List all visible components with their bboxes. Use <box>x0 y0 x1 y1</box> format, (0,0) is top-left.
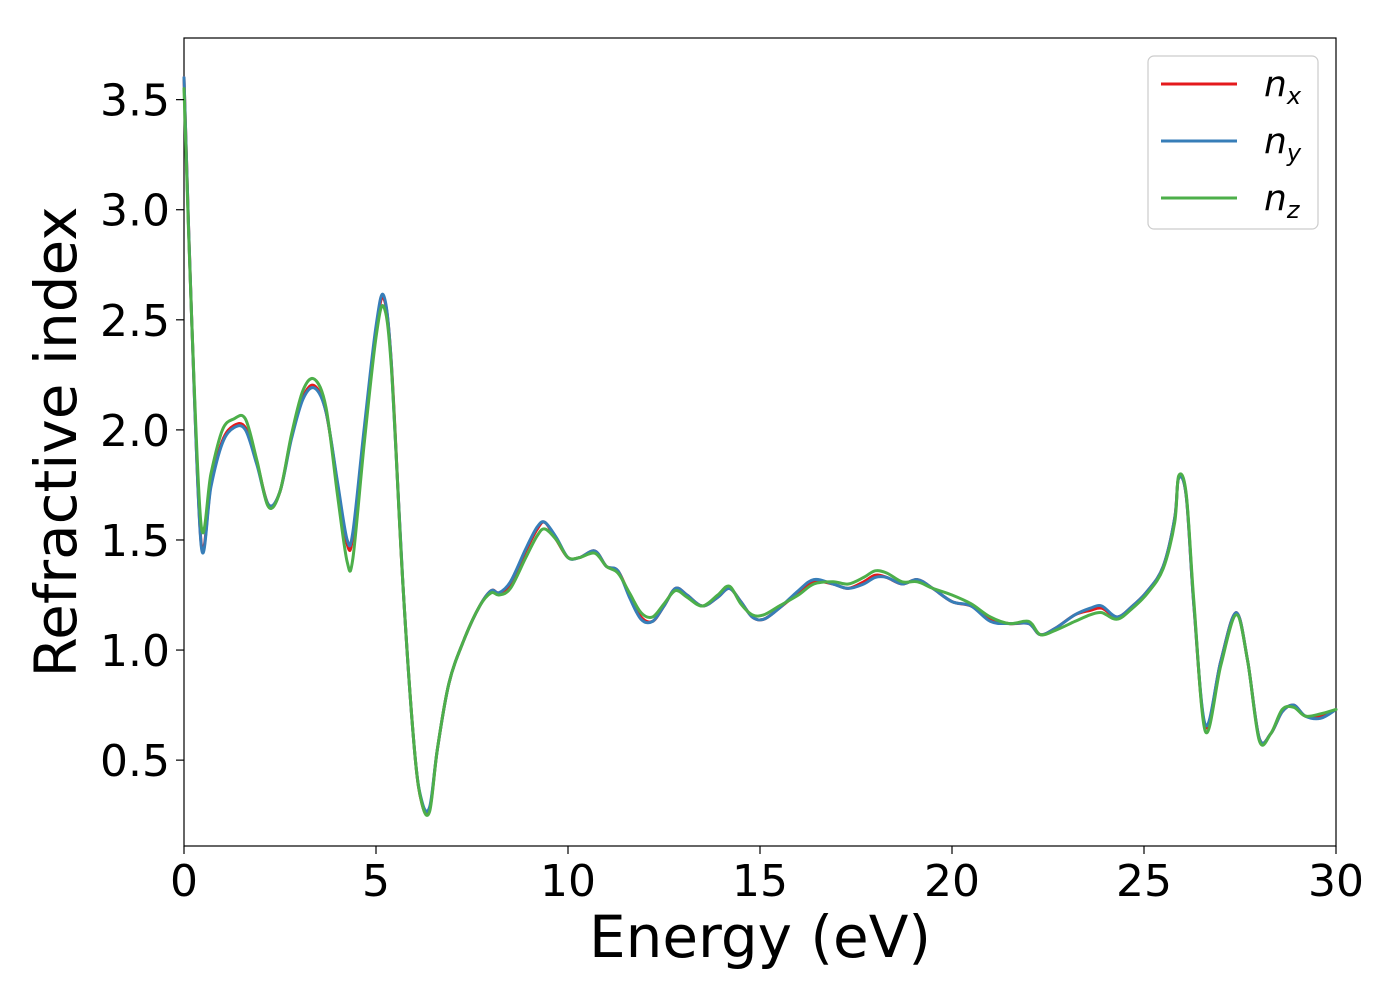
x-tick-label: 0 <box>170 856 198 907</box>
legend-label-y: ny <box>1264 121 1302 167</box>
x-axis: 0 5 10 15 20 25 30 <box>170 846 1364 907</box>
legend-label-x: nx <box>1264 64 1302 110</box>
y-tick-label: 3.0 <box>100 186 170 237</box>
y-axis-label: Refractive index <box>22 206 90 677</box>
x-tick-label: 30 <box>1308 856 1364 907</box>
x-axis-label: Energy (eV) <box>589 903 931 971</box>
x-tick-label: 15 <box>732 856 788 907</box>
x-tick-label: 10 <box>540 856 596 907</box>
y-tick-label: 2.5 <box>100 296 170 347</box>
y-tick-label: 2.0 <box>100 406 170 457</box>
series-layer <box>182 76 1338 817</box>
y-tick-label: 3.5 <box>100 76 170 127</box>
x-tick-label: 5 <box>362 856 390 907</box>
series-line-z <box>182 87 1338 817</box>
x-tick-label: 20 <box>924 856 980 907</box>
y-tick-label: 1.5 <box>100 516 170 567</box>
x-tick-label: 25 <box>1116 856 1172 907</box>
y-tick-label: 0.5 <box>100 736 170 787</box>
y-tick-label: 1.0 <box>100 626 170 677</box>
legend: nx ny nz <box>1147 55 1319 230</box>
y-axis: 0.5 1.0 1.5 2.0 2.5 3.0 3.5 <box>100 76 184 787</box>
legend-label-z: nz <box>1264 178 1301 224</box>
